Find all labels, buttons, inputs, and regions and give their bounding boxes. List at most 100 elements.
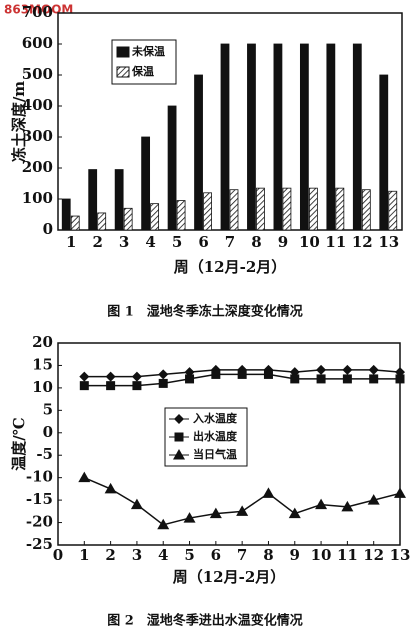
x-tick-label: 4 bbox=[158, 546, 168, 564]
y-tick-label: -15 bbox=[26, 490, 53, 508]
point bbox=[342, 374, 352, 384]
chart-title: 图 2 湿地冬季进出水温变化情况 bbox=[107, 613, 303, 629]
x-tick-label: 6 bbox=[211, 546, 221, 564]
bar bbox=[379, 74, 389, 231]
y-tick-label: 100 bbox=[22, 189, 53, 207]
bar bbox=[273, 43, 283, 231]
legend-marker bbox=[174, 432, 184, 442]
point bbox=[369, 374, 379, 384]
line bbox=[84, 476, 401, 526]
x-tick-label: 1 bbox=[66, 233, 76, 251]
bar bbox=[220, 43, 230, 231]
point bbox=[262, 487, 275, 498]
point bbox=[130, 498, 143, 510]
point bbox=[158, 369, 169, 380]
bar bbox=[150, 203, 160, 231]
point bbox=[290, 374, 300, 384]
legend-swatch bbox=[116, 66, 130, 78]
point bbox=[79, 371, 90, 382]
bar bbox=[352, 43, 362, 231]
chart-title: 图 1 湿地冬季冻土深度变化情况 bbox=[107, 304, 303, 320]
x-tick-label: 0 bbox=[53, 546, 63, 564]
point bbox=[104, 482, 117, 494]
bar bbox=[247, 43, 256, 231]
bar bbox=[114, 169, 124, 231]
legend-label: 当日气温 bbox=[193, 447, 237, 461]
x-tick-label: 2 bbox=[105, 546, 115, 564]
y-tick-label: 0 bbox=[43, 423, 53, 441]
x-tick-label: 6 bbox=[198, 233, 208, 251]
bar bbox=[282, 187, 292, 231]
y-tick-label: 500 bbox=[22, 65, 53, 83]
point bbox=[105, 371, 116, 382]
y-tick-label: 700 bbox=[22, 3, 53, 21]
point bbox=[263, 369, 273, 379]
legend-label: 入水温度 bbox=[193, 411, 238, 425]
x-tick-label: 13 bbox=[390, 546, 410, 564]
x-tick-label: 10 bbox=[311, 546, 332, 564]
bar bbox=[97, 212, 107, 231]
y-tick-label: 200 bbox=[22, 158, 53, 176]
point bbox=[209, 507, 222, 519]
x-tick-label: 12 bbox=[363, 546, 384, 564]
bar bbox=[361, 189, 371, 231]
legend-label: 未保温 bbox=[131, 44, 165, 58]
bar bbox=[61, 198, 71, 231]
bar bbox=[256, 187, 265, 231]
point bbox=[367, 494, 380, 505]
x-axis-title: 周（12月-2月） bbox=[174, 258, 287, 276]
y-tick-label: -10 bbox=[26, 468, 53, 486]
x-tick-label: 1 bbox=[79, 546, 89, 564]
x-tick-label: 9 bbox=[290, 546, 300, 564]
bar bbox=[229, 189, 239, 231]
bar bbox=[299, 43, 309, 231]
legend-label: 出水温度 bbox=[193, 429, 238, 443]
legend-marker bbox=[174, 414, 184, 424]
point bbox=[131, 371, 142, 382]
point bbox=[78, 471, 91, 483]
bar bbox=[335, 187, 345, 231]
point bbox=[288, 507, 301, 519]
x-tick-label: 5 bbox=[184, 546, 194, 564]
x-tick-label: 2 bbox=[92, 233, 102, 251]
point bbox=[395, 374, 405, 384]
x-tick-label: 4 bbox=[145, 233, 155, 251]
point bbox=[79, 381, 89, 391]
point bbox=[183, 512, 196, 523]
point bbox=[237, 369, 247, 379]
x-tick-label: 3 bbox=[119, 233, 129, 251]
point bbox=[341, 500, 354, 512]
point bbox=[132, 381, 142, 391]
y-tick-label: 5 bbox=[43, 400, 53, 418]
x-tick-label: 7 bbox=[225, 233, 235, 251]
bar bbox=[203, 192, 212, 231]
bar bbox=[123, 207, 133, 231]
y-tick-label: 0 bbox=[43, 220, 53, 238]
bar bbox=[194, 74, 203, 231]
bar bbox=[176, 200, 186, 231]
point bbox=[236, 505, 249, 516]
point bbox=[342, 364, 353, 375]
legend-marker bbox=[173, 449, 185, 460]
legend-label: 保温 bbox=[131, 64, 154, 78]
y-tick-label: -25 bbox=[26, 535, 53, 553]
bar bbox=[141, 136, 151, 231]
y-tick-label: -20 bbox=[26, 513, 53, 531]
plot-frame bbox=[57, 342, 401, 546]
point bbox=[394, 487, 406, 498]
point bbox=[316, 364, 327, 375]
y-tick-label: 20 bbox=[32, 333, 53, 351]
x-tick-label: 10 bbox=[299, 233, 320, 251]
x-tick-label: 5 bbox=[172, 233, 182, 251]
point bbox=[106, 381, 116, 391]
bar bbox=[326, 43, 336, 231]
y-tick-label: 15 bbox=[32, 355, 53, 373]
watermark: 863MOOM bbox=[4, 3, 73, 17]
x-tick-label: 11 bbox=[325, 233, 346, 251]
x-tick-label: 3 bbox=[132, 546, 142, 564]
bar bbox=[308, 187, 318, 231]
bar bbox=[88, 169, 98, 231]
